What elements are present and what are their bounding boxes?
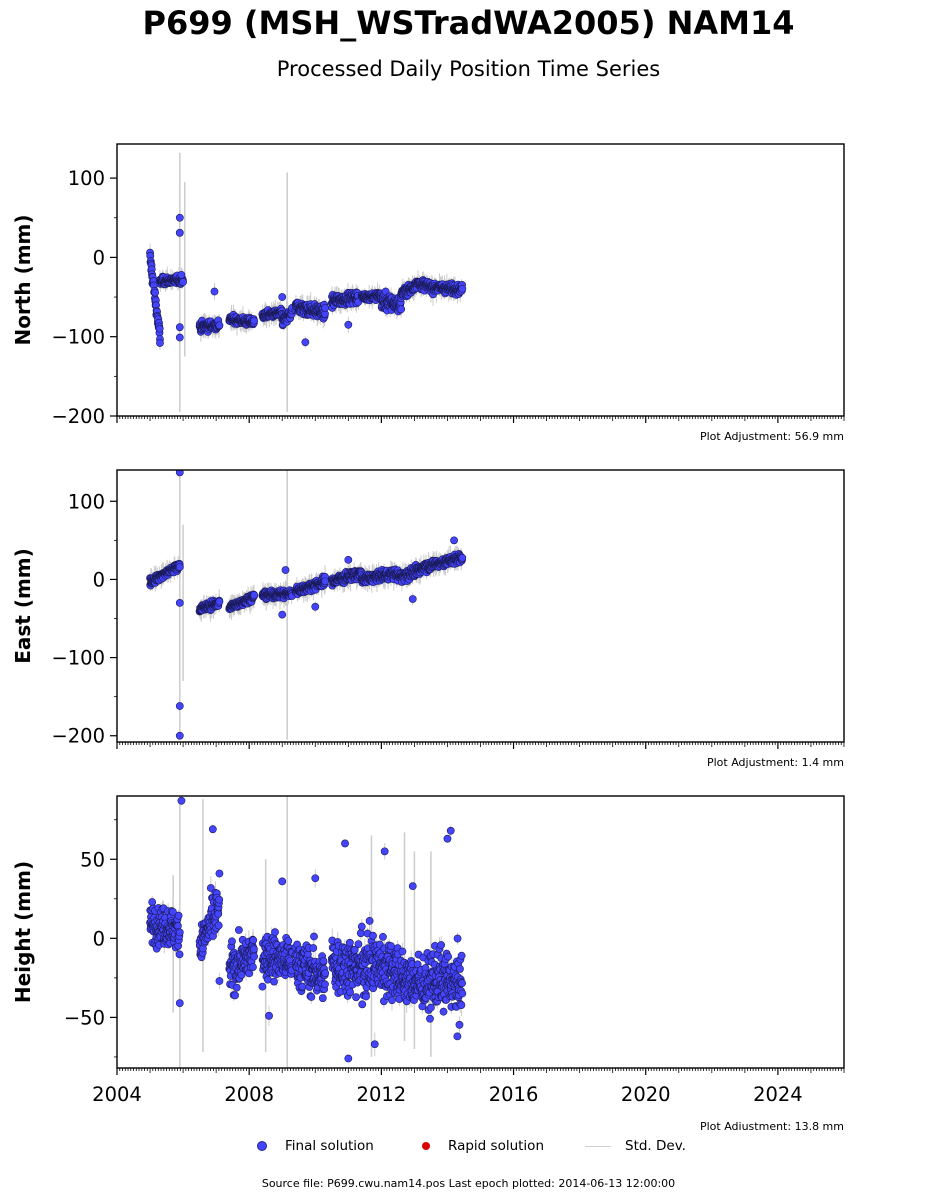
final-solution-point	[397, 305, 406, 314]
page-title: P699 (MSH_WSTradWA2005) NAM14	[142, 4, 795, 42]
plot-adjustment-label: Plot Adjustment: 1.4 mm	[707, 756, 844, 769]
final-solution-point	[281, 566, 290, 574]
final-solution-point	[258, 982, 267, 991]
final-solution-point	[214, 910, 223, 918]
panel-data-area	[146, 796, 467, 1068]
final-solution-point	[179, 278, 187, 286]
final-solution-point	[232, 983, 241, 992]
final-solution-point	[215, 895, 224, 904]
final-solution-point	[155, 324, 164, 333]
final-solution-point	[250, 591, 259, 599]
final-solution-point	[177, 270, 186, 279]
final-solution-point	[214, 921, 223, 930]
panel-0: 100 0 −100 −200 North (mm) Plot Adjustment: 5…	[11, 143, 845, 443]
final-solution-point	[175, 598, 184, 607]
panel-data-area	[146, 152, 467, 413]
final-solution-point	[175, 731, 184, 740]
final-solution-point	[250, 316, 259, 325]
final-solution-point	[156, 339, 164, 347]
final-solution-point	[215, 869, 224, 878]
y-tick-label: 100	[68, 490, 105, 513]
final-solution-point	[344, 320, 353, 329]
panel-data-area	[146, 470, 467, 740]
y-axis-label: East (mm)	[11, 548, 35, 664]
time-series-plot: 100 0 −100 −200 North (mm) Plot Adjustment: 5…	[11, 143, 845, 1130]
panel-frame	[116, 143, 845, 417]
final-solution-point	[344, 555, 353, 564]
y-axis-label: North (mm)	[11, 214, 35, 345]
final-solution-point	[168, 907, 177, 916]
y-tick-label: 0	[93, 246, 105, 269]
final-solution-point	[228, 937, 236, 946]
final-solution-point	[175, 563, 184, 571]
final-solution-point	[234, 926, 243, 934]
final-solution-point	[408, 595, 417, 603]
final-solution-point	[206, 884, 215, 892]
final-solution-point	[175, 950, 184, 959]
final-solution-point	[148, 898, 157, 906]
final-solution-point	[210, 287, 219, 296]
y-tick-label: −100	[51, 647, 105, 670]
final-solution-point	[450, 536, 458, 545]
panel-frame	[116, 469, 845, 743]
final-solution-point	[231, 991, 239, 1000]
final-solution-point	[175, 470, 184, 477]
panel-1: 100 0 −100 −200 East (mm) Plot Adjustment: 1.…	[11, 469, 845, 769]
final-solution-point	[311, 602, 320, 611]
final-solution-point	[175, 333, 184, 342]
final-solution-point	[270, 977, 278, 986]
final-solution-point	[175, 323, 184, 332]
final-solution-point	[458, 284, 467, 293]
final-solution-point	[321, 577, 330, 586]
final-solution-point	[458, 553, 467, 562]
final-solution-point	[174, 911, 183, 920]
final-solution-point	[215, 321, 224, 330]
final-solution-point	[175, 702, 184, 710]
final-solution-point	[278, 610, 287, 619]
final-solution-point	[249, 963, 257, 972]
final-solution-point	[250, 952, 259, 961]
final-solution-point	[215, 597, 224, 606]
final-solution-point	[249, 936, 258, 945]
final-solution-point	[321, 304, 330, 312]
page-subtitle: Processed Daily Position Time Series	[276, 57, 661, 81]
final-solution-point	[278, 293, 287, 301]
final-solution-point	[250, 945, 258, 954]
final-solution-point	[151, 288, 160, 297]
y-tick-label: −100	[51, 326, 105, 349]
y-tick-label: −200	[51, 725, 105, 748]
final-solution-point	[271, 928, 279, 937]
final-solution-point	[237, 971, 246, 979]
final-solution-point	[301, 338, 310, 347]
plot-adjustment-label: Plot Adjustment: 56.9 mm	[700, 430, 844, 443]
final-solution-point	[175, 928, 184, 937]
y-tick-label: −200	[51, 405, 105, 428]
y-tick-label: 100	[68, 167, 105, 190]
final-solution-point	[175, 228, 184, 237]
y-tick-label: 0	[93, 568, 105, 591]
final-solution-point	[175, 213, 184, 222]
